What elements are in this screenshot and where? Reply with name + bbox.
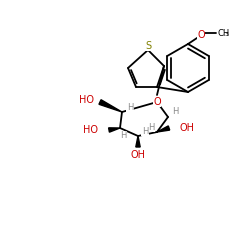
Text: H: H: [172, 108, 178, 116]
Text: O: O: [197, 30, 205, 40]
Polygon shape: [99, 100, 122, 112]
Text: H: H: [142, 126, 148, 136]
Text: OH: OH: [179, 123, 194, 133]
Text: 3: 3: [225, 32, 229, 37]
Text: OH: OH: [130, 150, 146, 160]
Text: H: H: [127, 104, 133, 112]
Text: S: S: [145, 41, 151, 51]
Text: HO: HO: [78, 95, 94, 105]
Text: HO: HO: [83, 125, 98, 135]
Text: CH: CH: [217, 28, 229, 38]
Text: H: H: [148, 122, 154, 132]
Text: H: H: [120, 132, 126, 140]
Polygon shape: [157, 126, 170, 132]
Polygon shape: [108, 128, 120, 132]
Text: O: O: [153, 97, 161, 107]
Polygon shape: [136, 136, 140, 147]
